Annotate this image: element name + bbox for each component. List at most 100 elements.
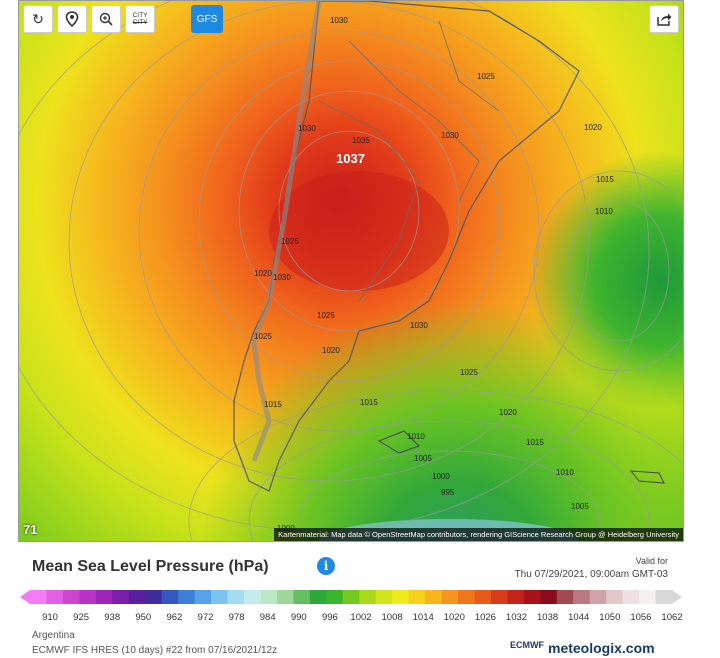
scale-swatch	[490, 590, 508, 604]
isobar-label: 1037	[336, 151, 365, 166]
scale-swatch	[556, 590, 574, 604]
scale-tick-label: 938	[104, 612, 120, 623]
city-label: CITY	[132, 12, 148, 19]
scale-swatch	[227, 590, 245, 604]
scale-swatch	[46, 590, 64, 604]
isobar-label: 1030	[330, 16, 348, 25]
legend-title: Mean Sea Level Pressure (hPa)	[32, 558, 269, 575]
scale-tick-label: 962	[166, 612, 182, 623]
share-icon	[657, 13, 672, 26]
scale-swatch	[392, 590, 410, 604]
scale-tick-label: 1056	[630, 612, 651, 623]
scale-tick-label: 1008	[382, 612, 403, 623]
ecmwf-logo: ECMWF	[510, 640, 544, 650]
isobar-label: 1025	[317, 311, 335, 320]
scale-tick-label: 1020	[444, 612, 465, 623]
scale-swatch	[408, 590, 426, 604]
meteologix-logo[interactable]: meteologix.com	[548, 640, 655, 656]
scale-swatch	[425, 590, 443, 604]
scale-swatch	[112, 590, 130, 604]
isobar-label: 1025	[460, 368, 478, 377]
scale-tick-label: 990	[291, 612, 307, 623]
scale-tick-label: 984	[260, 612, 276, 623]
zoom-in-button[interactable]	[91, 5, 121, 33]
andes-ridge	[251, 1, 322, 462]
valid-time: Thu 07/29/2021, 09:00am GMT-03	[514, 569, 668, 580]
zoom-in-icon	[99, 12, 113, 26]
scale-swatch	[375, 590, 393, 604]
location-button[interactable]	[57, 5, 87, 33]
isobar-label: 1020	[254, 269, 272, 278]
scale-swatch	[293, 590, 311, 604]
scale-swatch	[276, 590, 294, 604]
scale-swatch	[606, 590, 624, 604]
city-toggle-button[interactable]: CITY CITY	[125, 5, 155, 33]
isobar-label: 1030	[441, 131, 459, 140]
isobar-label: 1010	[556, 468, 574, 477]
scale-tick-label: 1002	[350, 612, 371, 623]
map-attribution[interactable]: Kartenmaterial: Map data © OpenStreetMap…	[274, 528, 683, 541]
scale-swatch	[30, 590, 47, 604]
info-icon[interactable]: i	[317, 557, 335, 575]
scale-tick-label: 950	[135, 612, 151, 623]
color-scale-ticks: 910 925 938 950 962 972 978 984 990 996 1002 1008 10…	[42, 612, 683, 623]
isobar-label: 1020	[322, 346, 340, 355]
scale-tick-label: 1032	[506, 612, 527, 623]
isobar-label: 1005	[571, 502, 589, 511]
scale-swatch	[79, 590, 97, 604]
isobar-label: 1015	[264, 400, 282, 409]
isobar-label: 1020	[499, 408, 517, 417]
scale-tick-label: 910	[42, 612, 58, 623]
isobar-label: 1015	[526, 438, 544, 447]
isobar-label: 1015	[596, 175, 614, 184]
scale-tick-label: 1044	[568, 612, 589, 623]
scale-min-arrow	[20, 590, 30, 604]
scale-max-arrow	[672, 590, 682, 604]
scale-swatch	[145, 590, 163, 604]
islands	[377, 430, 665, 484]
isobar-label: 1000	[432, 472, 450, 481]
isobar-label: 1020	[584, 123, 602, 132]
valid-for-label: Valid for	[635, 556, 668, 566]
scale-swatch	[523, 590, 541, 604]
region-label: Argentina	[32, 630, 75, 641]
scale-swatch	[211, 590, 229, 604]
scale-swatch	[244, 590, 261, 604]
pressure-map[interactable]: 1030102510301035103710301020101510101025…	[19, 1, 684, 542]
isobar-label: 1010	[407, 432, 425, 441]
scale-swatch	[655, 590, 673, 604]
scale-swatch	[95, 590, 113, 604]
scale-tick-label: 1062	[661, 612, 682, 623]
isobar-label: 1030	[273, 273, 291, 282]
location-pin-icon	[65, 11, 79, 27]
model-run-label: ECMWF IFS HRES (10 days) #22 from 07/16/…	[32, 645, 278, 656]
scale-tick-label: 978	[229, 612, 245, 623]
scale-swatch	[342, 590, 360, 604]
map-view[interactable]: 1030 1025 1030 1035 1037 1030 1020 1015 1010 1025…	[18, 0, 684, 542]
scale-tick-label: 1026	[475, 612, 496, 623]
scale-tick-label: 972	[198, 612, 214, 623]
scale-swatch	[326, 590, 344, 604]
color-scale-swatches	[20, 590, 682, 604]
reload-button[interactable]: ↻	[23, 5, 53, 33]
isobar-label: 1025	[281, 237, 299, 246]
isobar-label: 1015	[360, 398, 378, 407]
isobar-label: 1005	[414, 454, 432, 463]
borders	[318, 20, 500, 302]
isobar-labels: 1030102510301035103710301020101510101025…	[254, 16, 614, 533]
city-label-struck: CITY	[132, 19, 148, 26]
scale-swatch	[161, 590, 179, 604]
scale-tick-label: 996	[322, 612, 338, 623]
scale-swatch	[359, 590, 377, 604]
share-button[interactable]	[649, 5, 679, 33]
scale-tick-label: 1014	[413, 612, 434, 623]
model-gfs-button[interactable]: GFS	[191, 5, 223, 33]
isobar-label: 1035	[352, 136, 370, 145]
scale-tick-label: 925	[73, 612, 89, 623]
scale-swatch	[507, 590, 525, 604]
reload-icon: ↻	[32, 10, 44, 27]
isobar-label: 995	[441, 488, 455, 497]
color-scale: 910 925 938 950 962 972 978 984 990 996 1002 1008 10…	[20, 590, 683, 623]
scale-swatch	[178, 590, 196, 604]
isobar-label: 1025	[254, 332, 272, 341]
